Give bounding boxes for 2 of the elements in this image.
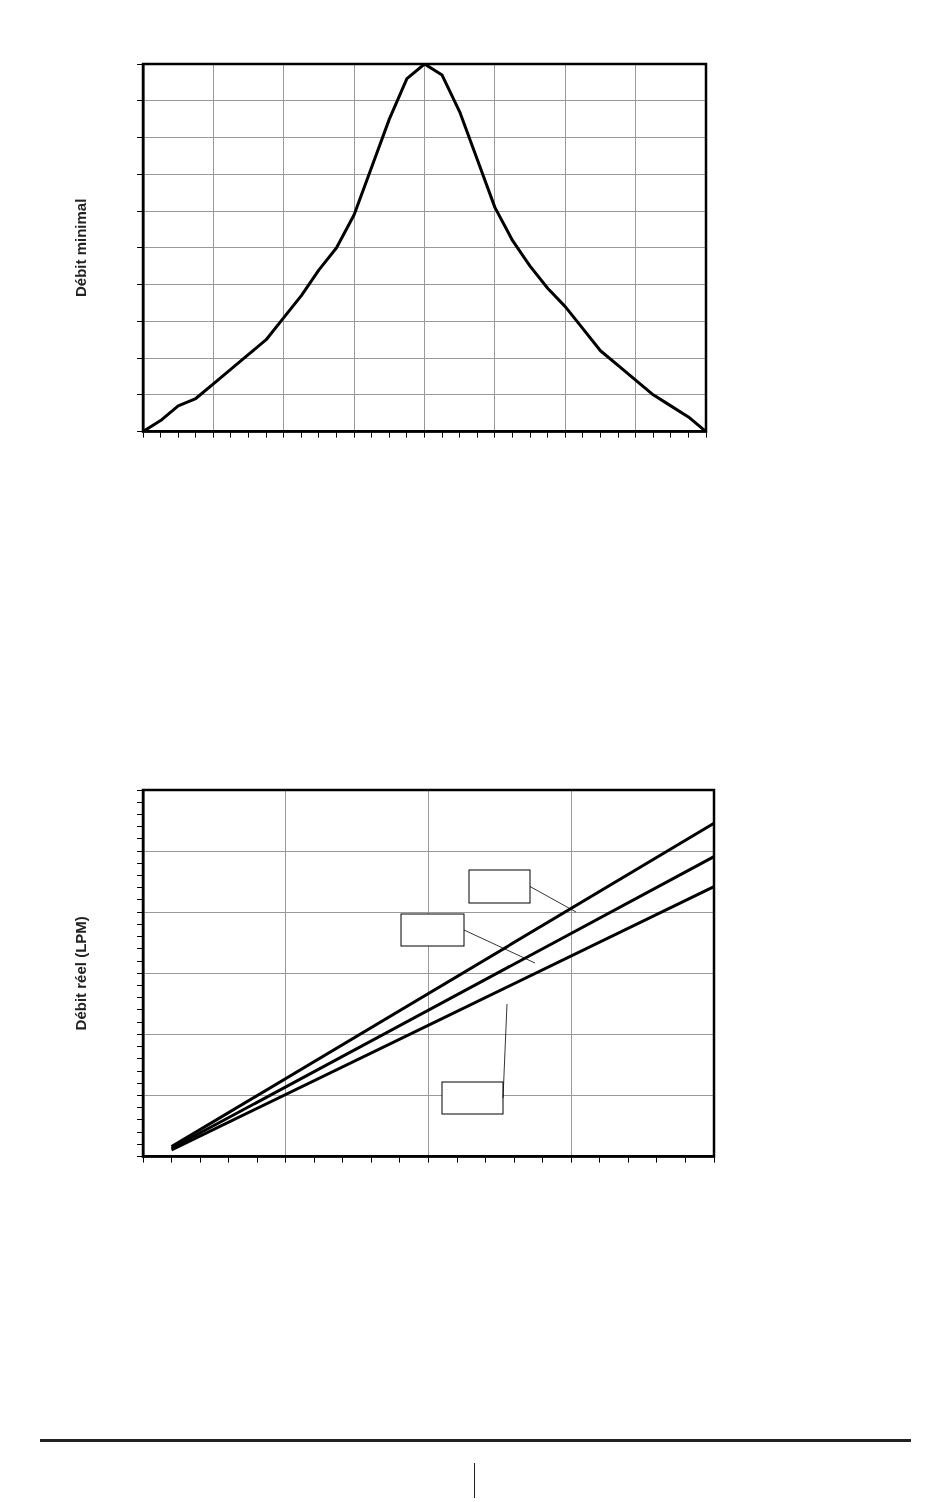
y-axis-title: Débit minimal [72,198,90,297]
y-axis-title: Débit réel (LPM) [72,916,90,1031]
